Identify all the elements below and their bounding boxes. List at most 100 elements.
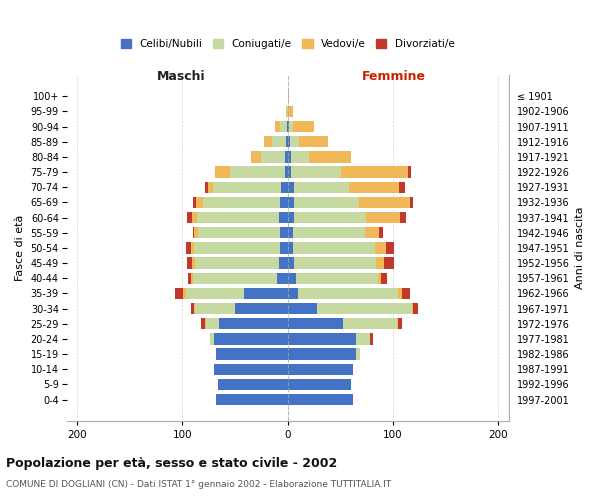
Bar [192, 212, 197, 224]
Bar [288, 333, 356, 344]
Bar [280, 196, 288, 208]
Bar [192, 258, 195, 269]
Bar [365, 212, 400, 224]
Bar [288, 272, 296, 284]
Bar [188, 272, 191, 284]
Bar [198, 227, 280, 238]
Y-axis label: Anni di nascita: Anni di nascita [575, 206, 585, 289]
Bar [299, 136, 328, 147]
Bar [288, 212, 294, 224]
Bar [298, 288, 398, 299]
Bar [356, 348, 361, 360]
Bar [195, 258, 280, 269]
Bar [288, 136, 290, 147]
Bar [317, 303, 412, 314]
Bar [398, 318, 401, 330]
Bar [288, 288, 298, 299]
Bar [401, 288, 410, 299]
Bar [251, 151, 262, 162]
Bar [191, 242, 194, 254]
Bar [376, 258, 383, 269]
Bar [185, 242, 191, 254]
Bar [280, 121, 287, 132]
Bar [193, 272, 277, 284]
Bar [277, 272, 288, 284]
Bar [286, 106, 287, 117]
Bar [193, 196, 196, 208]
Bar [235, 303, 288, 314]
Bar [293, 121, 314, 132]
Bar [205, 182, 208, 193]
Bar [187, 258, 192, 269]
Bar [359, 196, 410, 208]
Bar [400, 182, 404, 193]
Bar [288, 90, 289, 102]
Bar [286, 136, 288, 147]
Bar [287, 106, 288, 117]
Bar [194, 242, 280, 254]
Bar [216, 348, 288, 360]
Bar [410, 196, 413, 208]
Bar [208, 182, 213, 193]
Bar [184, 288, 185, 299]
Bar [294, 196, 359, 208]
Text: Maschi: Maschi [157, 70, 206, 82]
Bar [291, 151, 309, 162]
Text: COMUNE DI DOGLIANI (CN) - Dati ISTAT 1° gennaio 2002 - Elaborazione TUTTITALIA.I: COMUNE DI DOGLIANI (CN) - Dati ISTAT 1° … [6, 480, 391, 489]
Bar [218, 378, 288, 390]
Bar [288, 106, 293, 117]
Bar [262, 151, 284, 162]
Bar [397, 318, 398, 330]
Bar [195, 303, 235, 314]
Bar [294, 182, 349, 193]
Bar [383, 258, 394, 269]
Bar [412, 303, 413, 314]
Bar [408, 166, 411, 178]
Text: Femmine: Femmine [362, 70, 426, 82]
Bar [370, 333, 373, 344]
Bar [288, 242, 293, 254]
Bar [349, 182, 400, 193]
Bar [413, 303, 418, 314]
Bar [343, 318, 397, 330]
Bar [284, 151, 288, 162]
Bar [288, 166, 291, 178]
Bar [291, 166, 341, 178]
Bar [272, 136, 286, 147]
Bar [288, 348, 356, 360]
Bar [365, 227, 379, 238]
Bar [288, 151, 291, 162]
Bar [288, 303, 317, 314]
Bar [290, 136, 299, 147]
Bar [288, 196, 294, 208]
Bar [216, 394, 288, 405]
Bar [288, 227, 293, 238]
Bar [296, 272, 379, 284]
Bar [193, 227, 194, 238]
Bar [194, 227, 198, 238]
Bar [398, 288, 401, 299]
Bar [356, 333, 370, 344]
Bar [341, 166, 408, 178]
Bar [191, 272, 193, 284]
Bar [202, 318, 205, 330]
Bar [294, 258, 376, 269]
Bar [293, 242, 375, 254]
Bar [219, 318, 288, 330]
Bar [194, 303, 195, 314]
Bar [400, 212, 406, 224]
Bar [196, 196, 203, 208]
Bar [293, 227, 365, 238]
Bar [175, 288, 184, 299]
Bar [280, 212, 288, 224]
Bar [288, 258, 294, 269]
Bar [288, 121, 289, 132]
Bar [375, 242, 386, 254]
Text: Popolazione per età, sesso e stato civile - 2002: Popolazione per età, sesso e stato civil… [6, 458, 337, 470]
Bar [386, 242, 394, 254]
Bar [210, 333, 214, 344]
Bar [205, 318, 206, 330]
Bar [280, 227, 288, 238]
Bar [288, 318, 343, 330]
Bar [288, 394, 353, 405]
